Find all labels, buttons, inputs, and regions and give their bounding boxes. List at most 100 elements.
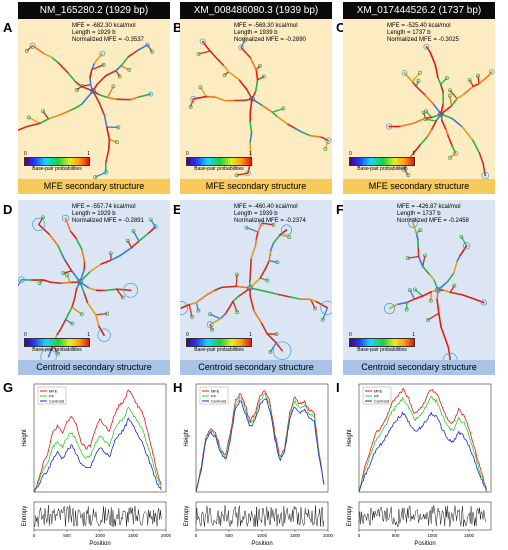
rna-branch <box>469 79 474 87</box>
terminal-loop <box>385 123 393 130</box>
x-tick-label: 0 <box>195 533 198 538</box>
rna-stem <box>449 291 464 296</box>
hairpin-loop <box>26 115 31 120</box>
rna-stem <box>106 96 119 101</box>
hairpin-loop <box>24 48 29 53</box>
rna-stem <box>74 80 83 88</box>
legend-min: 0 <box>24 332 27 338</box>
rna-stem <box>426 129 433 139</box>
mfe-value: MFE = -426.87 kcal/mol <box>397 204 461 210</box>
column-header-1: NM_165280.2 (1929 bp) <box>18 2 170 19</box>
rna-stem <box>451 117 463 128</box>
series-line-mfe <box>33 389 162 493</box>
hairpin-loop <box>412 287 417 292</box>
hairpin-loop <box>323 147 328 151</box>
rna-stem <box>421 291 432 297</box>
terminal-loop <box>281 224 292 236</box>
rna-stem <box>98 325 105 336</box>
rna-stem <box>227 70 240 81</box>
series-line-centroid <box>358 411 487 493</box>
rna-structure-drawing <box>188 38 332 178</box>
rna-stem <box>254 237 258 247</box>
entropy-plot-frame <box>33 501 167 531</box>
rna-branch <box>71 306 83 315</box>
rna-stem <box>450 97 458 107</box>
rna-stem <box>443 335 450 349</box>
y-axis-label: Height <box>347 429 353 447</box>
panel-letter-d: D <box>3 202 13 217</box>
rna-stem <box>243 98 253 102</box>
terminal-loop <box>272 341 292 360</box>
rna-branch <box>66 274 71 283</box>
panel-letter-i: I <box>336 380 340 395</box>
rna-stem <box>436 289 439 301</box>
hairpin-loop <box>287 235 292 240</box>
terminal-loop <box>258 220 265 227</box>
rna-branch <box>106 86 114 98</box>
rna-stem <box>219 312 227 320</box>
rna-stem <box>447 347 452 360</box>
rna-branch <box>259 277 268 282</box>
terminal-loop <box>481 171 490 179</box>
rna-stem <box>415 85 426 96</box>
rna-stem <box>80 247 86 263</box>
probability-colorbar <box>349 157 415 166</box>
rna-stem <box>268 249 272 262</box>
hairpin-loop <box>101 62 106 67</box>
rna-stem <box>243 287 251 294</box>
rna-branch <box>257 75 265 81</box>
rna-stem <box>413 295 424 300</box>
hairpin-loop <box>41 109 46 114</box>
rna-stem <box>86 302 97 316</box>
panel-caption: Centroid secondary structure <box>18 360 170 375</box>
rna-structure-drawing <box>180 220 332 360</box>
legend-label: PF <box>374 394 380 399</box>
rna-stem <box>64 259 73 272</box>
rna-stem <box>206 289 215 296</box>
hairpin-loop <box>150 49 155 54</box>
probability-legend: 0 1 Base-pair probabilities <box>186 332 252 353</box>
rna-stem <box>75 281 81 290</box>
panel-letter-c: C <box>336 20 346 35</box>
x-tick-label: 500 <box>392 533 400 538</box>
rna-stem <box>130 240 140 249</box>
rna-stem <box>115 65 122 72</box>
rna-stem <box>69 230 77 239</box>
rna-stem <box>255 69 259 81</box>
terminal-loop <box>453 150 459 157</box>
length-value: Length = 1939 b <box>234 211 278 217</box>
multi-loop <box>249 96 255 102</box>
rna-branch <box>127 240 133 248</box>
legend-label: PF <box>211 394 217 399</box>
rna-stem <box>430 289 439 293</box>
normalized-mfe-value: Normalized MFE = -0.2458 <box>397 218 469 224</box>
rna-stem <box>64 306 73 321</box>
rna-stem <box>83 292 89 305</box>
panel-letter-f: F <box>336 202 344 217</box>
multi-loop <box>90 88 96 94</box>
rna-stem <box>148 225 157 234</box>
terminal-loop <box>442 352 458 360</box>
series-line-centroid <box>195 398 325 492</box>
legend-min: 0 <box>186 151 189 157</box>
rna-stem <box>238 78 248 91</box>
rna-stem <box>461 294 475 300</box>
rna-stem <box>213 96 227 102</box>
rna-branch <box>246 227 259 233</box>
terminal-loop <box>206 321 214 328</box>
rna-stem <box>257 222 263 233</box>
rna-stem <box>428 273 435 281</box>
probability-legend: 0 1 Base-pair probabilities <box>24 151 90 172</box>
rna-stem <box>56 244 63 255</box>
rna-stem <box>424 116 433 119</box>
rna-stem <box>120 55 130 67</box>
rna-stem <box>412 117 427 125</box>
x-tick-label: 1500 <box>464 533 475 538</box>
hairpin-loop <box>234 173 239 178</box>
rna-branch <box>76 85 82 91</box>
rna-stem <box>295 128 303 133</box>
hairpin-loop <box>108 251 113 256</box>
terminal-loop <box>423 43 430 50</box>
multi-loop <box>438 111 444 117</box>
rna-stem <box>100 259 112 265</box>
